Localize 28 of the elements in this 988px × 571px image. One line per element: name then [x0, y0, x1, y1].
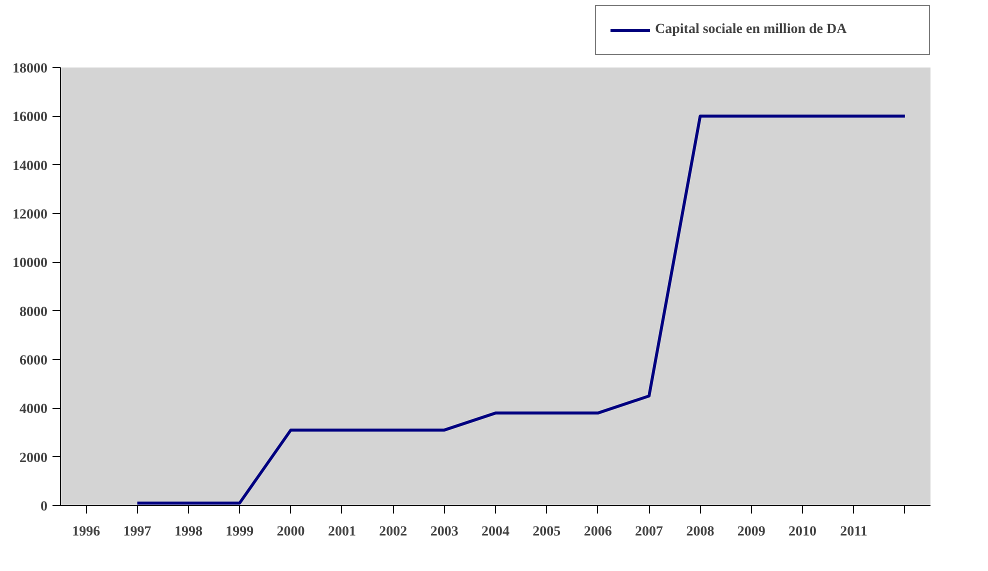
x-tick-label: 2002: [379, 524, 408, 540]
y-tick-label: 2000: [20, 450, 48, 466]
x-tick-label: 2001: [328, 524, 356, 540]
y-tick-label: 4000: [20, 402, 48, 418]
x-tick-label: 2011: [840, 524, 868, 540]
x-tick-label: 2010: [788, 524, 817, 540]
y-tick-label: 8000: [20, 304, 48, 320]
y-tick-label: 12000: [12, 208, 48, 222]
x-tick-label: 1999: [226, 524, 254, 540]
legend-label: Capital sociale en million de DA: [655, 22, 848, 38]
y-tick-label: 18000: [12, 62, 48, 76]
x-tick-label: 2003: [430, 524, 458, 540]
x-tick-label: 2007: [635, 524, 664, 540]
line-series: [136, 114, 906, 505]
x-tick-label: 1997: [123, 524, 152, 540]
y-tick-label: 6000: [20, 354, 48, 368]
x-tick-label: 2000: [276, 524, 305, 540]
x-tick-label: 2009: [737, 524, 766, 540]
y-tick-label: 16000: [12, 110, 48, 126]
x-tick-label: 2008: [686, 524, 714, 540]
x-tick-label: 2004: [482, 524, 510, 540]
y-tick-label: 14000: [12, 158, 48, 174]
x-tick-label: 2005: [532, 524, 561, 540]
x-tick-label: 1998: [174, 524, 202, 540]
x-tick-label: 2006: [584, 524, 612, 540]
y-tick-label: 0: [40, 500, 48, 514]
y-tick-label: 10000: [12, 256, 48, 272]
x-tick-label: 1996: [72, 524, 100, 540]
